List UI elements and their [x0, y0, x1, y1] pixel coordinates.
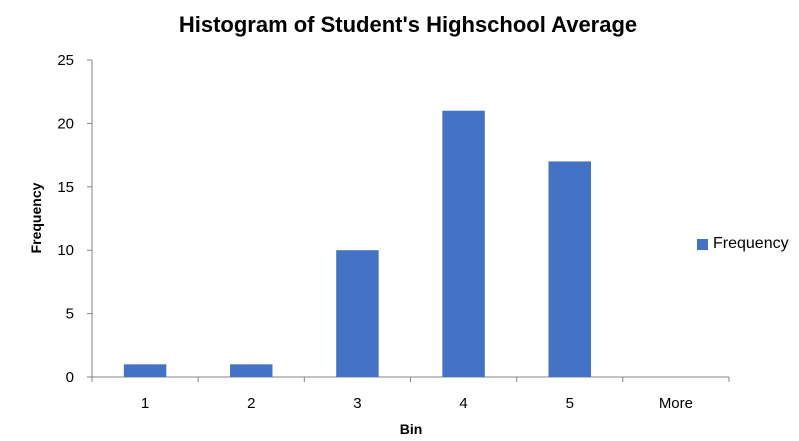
y-tick-label: 0 — [66, 369, 74, 386]
x-axis-label: Bin — [400, 421, 423, 437]
x-tick-label: More — [659, 395, 693, 412]
y-tick-label: 10 — [57, 242, 74, 259]
x-tick-label: 4 — [459, 395, 467, 412]
bars-group — [123, 110, 591, 377]
legend-swatch — [697, 238, 708, 250]
y-axis-label: Frequency — [28, 182, 44, 253]
bar-4 — [442, 110, 485, 377]
x-axis-ticks: 1 2 3 4 5 More — [91, 377, 730, 412]
legend: Frequency — [697, 235, 789, 253]
x-tick-label: 3 — [353, 395, 361, 412]
y-tick-label: 20 — [57, 115, 74, 132]
x-tick-label: 1 — [141, 395, 149, 412]
x-tick-label: 2 — [247, 395, 255, 412]
bar-3 — [336, 250, 379, 377]
legend-label: Frequency — [713, 235, 789, 252]
bar-1 — [123, 364, 167, 377]
y-tick-label: 15 — [57, 179, 74, 196]
y-tick-label: 5 — [66, 306, 74, 323]
y-axis-ticks: 0 5 10 15 20 25 — [57, 52, 92, 386]
y-tick-label: 25 — [57, 52, 74, 69]
bar-2 — [230, 364, 273, 377]
x-tick-label: 5 — [566, 395, 574, 412]
chart-title: Histogram of Student's Highschool Averag… — [178, 12, 638, 37]
bar-5 — [548, 161, 591, 377]
